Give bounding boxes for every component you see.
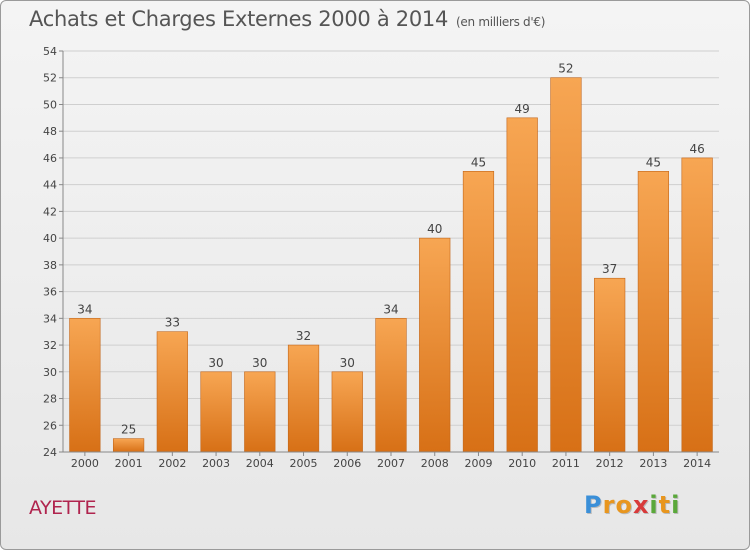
value-label: 34 bbox=[77, 302, 92, 316]
y-tick-label: 26 bbox=[43, 419, 57, 432]
logo-letter: x bbox=[632, 491, 650, 519]
x-tick-label: 2000 bbox=[71, 457, 99, 470]
chart-title: Achats et Charges Externes 2000 à 2014 (e… bbox=[29, 7, 545, 31]
bar-2013 bbox=[637, 171, 670, 453]
x-tick-label: 2005 bbox=[290, 457, 318, 470]
bar-2008 bbox=[419, 237, 451, 453]
y-tick-label: 38 bbox=[43, 259, 57, 272]
bar-2010 bbox=[506, 117, 538, 453]
y-tick-label: 24 bbox=[43, 446, 57, 459]
value-label: 45 bbox=[471, 155, 486, 169]
x-tick-label: 2011 bbox=[552, 457, 580, 470]
value-label: 49 bbox=[515, 102, 530, 116]
x-tick-label: 2014 bbox=[683, 457, 711, 470]
logo-letter: i bbox=[671, 491, 681, 519]
value-label: 33 bbox=[165, 316, 180, 330]
y-tick-label: 44 bbox=[43, 179, 57, 192]
logo-letter: o bbox=[615, 491, 633, 519]
y-tick-label: 30 bbox=[43, 366, 57, 379]
logo-letter: i bbox=[649, 491, 659, 519]
axes: 24 26 28 30 32 34 36 38 40 42 44 46 48 50 52 54 2000 2001… bbox=[43, 45, 719, 470]
x-tick-label: 2009 bbox=[464, 457, 492, 470]
y-tick-label: 36 bbox=[43, 286, 57, 299]
bar-2002 bbox=[156, 331, 188, 453]
bar-2007 bbox=[375, 318, 407, 453]
x-tick-label: 2010 bbox=[508, 457, 536, 470]
x-tick-label: 2001 bbox=[115, 457, 143, 470]
x-tick-label: 2013 bbox=[639, 457, 667, 470]
value-label: 40 bbox=[427, 222, 442, 236]
bar-2006 bbox=[331, 371, 363, 453]
data-labels: 34 25 33 30 30 32 30 34 40 45 49 52 37 45 46 bbox=[77, 62, 705, 437]
x-tick-label: 2006 bbox=[333, 457, 361, 470]
x-tick-label: 2003 bbox=[202, 457, 230, 470]
bars bbox=[69, 77, 713, 453]
y-tick-label: 52 bbox=[43, 72, 57, 85]
y-tick-label: 34 bbox=[43, 312, 57, 325]
value-label: 37 bbox=[602, 262, 617, 276]
y-tick-label: 54 bbox=[43, 45, 57, 58]
bar-2003 bbox=[200, 371, 232, 453]
x-tick-label: 2008 bbox=[421, 457, 449, 470]
y-tick-label: 28 bbox=[43, 393, 57, 406]
value-label: 52 bbox=[558, 62, 573, 76]
y-tick-label: 48 bbox=[43, 125, 57, 138]
value-label: 45 bbox=[646, 155, 661, 169]
value-label: 25 bbox=[121, 423, 136, 437]
y-tick-label: 50 bbox=[43, 98, 57, 111]
commune-name: AYETTE bbox=[29, 497, 97, 519]
bar-2000 bbox=[69, 318, 101, 453]
bar-2012 bbox=[594, 277, 626, 453]
y-tick-label: 32 bbox=[43, 339, 57, 352]
y-tick-label: 46 bbox=[43, 152, 57, 165]
x-tick-label: 2007 bbox=[377, 457, 405, 470]
x-tick-label: 2002 bbox=[158, 457, 186, 470]
logo-letter: t bbox=[658, 491, 672, 519]
x-tick-label: 2004 bbox=[246, 457, 274, 470]
bar-2009 bbox=[462, 171, 495, 453]
bar-2011 bbox=[550, 77, 582, 453]
value-label: 46 bbox=[689, 142, 704, 156]
y-tick-label: 42 bbox=[43, 205, 57, 218]
bar-2014 bbox=[681, 157, 713, 453]
logo-letter: P bbox=[584, 491, 603, 519]
chart-subtitle: (en milliers d'€) bbox=[456, 15, 546, 29]
value-label: 30 bbox=[252, 356, 267, 370]
bar-2005 bbox=[287, 344, 320, 453]
y-tick-label: 40 bbox=[43, 232, 57, 245]
proxiti-logo[interactable]: Proxiti bbox=[584, 491, 680, 519]
bar-2001 bbox=[112, 438, 145, 453]
value-label: 32 bbox=[296, 329, 311, 343]
bar-2004 bbox=[244, 371, 276, 453]
logo-letter: r bbox=[602, 491, 616, 519]
value-label: 34 bbox=[383, 302, 398, 316]
x-tick-label: 2012 bbox=[596, 457, 624, 470]
value-label: 30 bbox=[340, 356, 355, 370]
value-label: 30 bbox=[208, 356, 223, 370]
chart-title-text: Achats et Charges Externes 2000 à 2014 bbox=[29, 7, 449, 31]
